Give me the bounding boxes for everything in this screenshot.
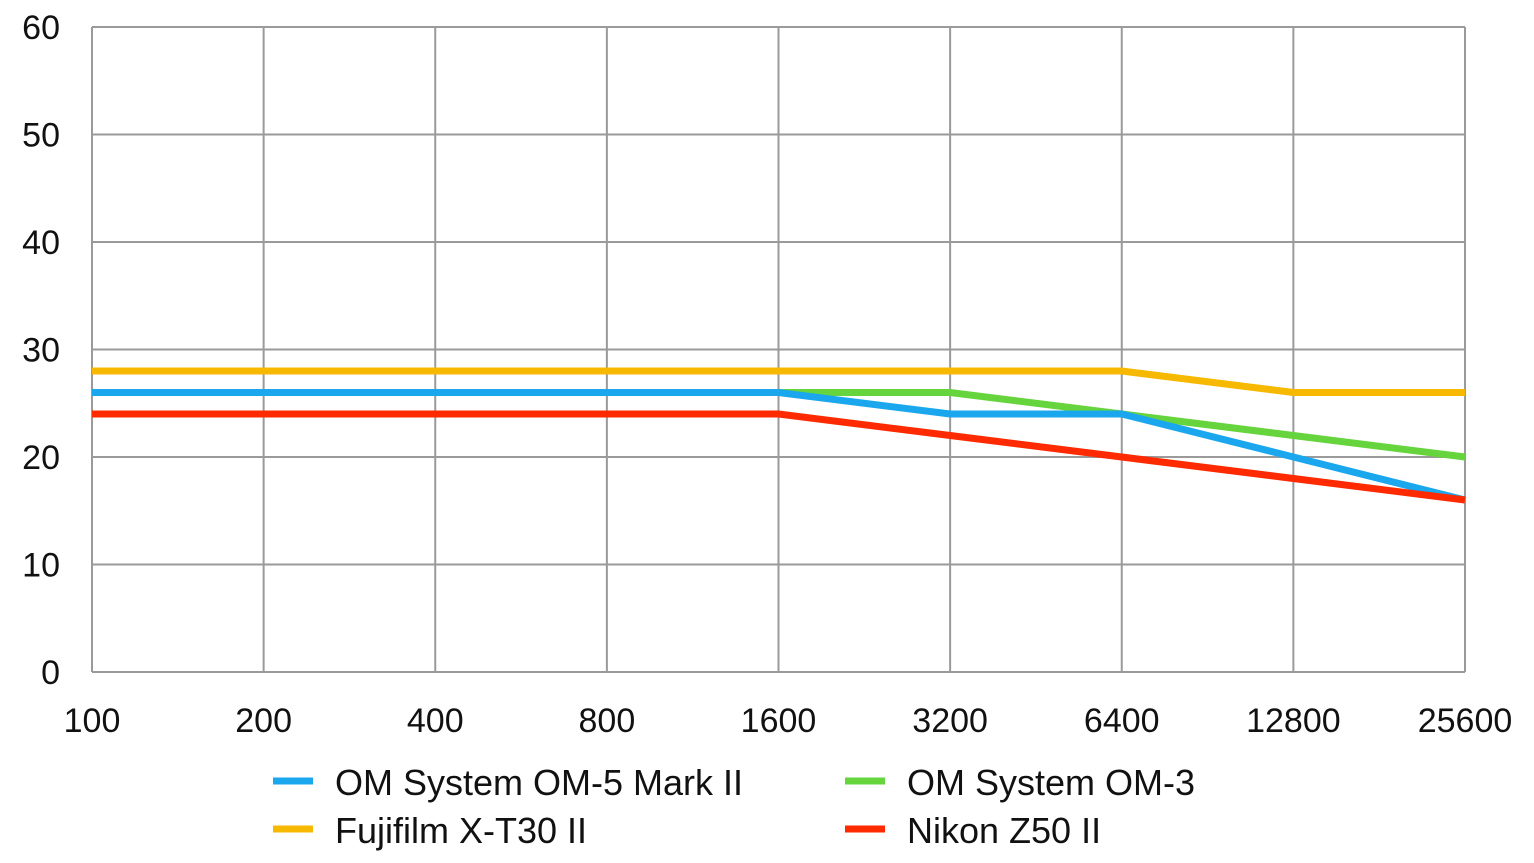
x-tick-label: 1600: [741, 702, 817, 740]
legend-label-2: Fujifilm X-T30 II: [335, 810, 587, 851]
grid: [91, 26, 1466, 673]
y-axis-ticks: 0 10 20 30 40 50 60: [22, 9, 60, 692]
x-tick-label: 200: [235, 702, 292, 740]
y-tick-label: 0: [41, 654, 60, 692]
legend: OM System OM-5 Mark II OM System OM-3 Fuji…: [273, 762, 1195, 851]
x-axis-ticks: 100 200 400 800 1600 3200 6400 12800 25600: [64, 702, 1513, 740]
legend-label-3: Nikon Z50 II: [907, 810, 1101, 851]
legend-label-1: OM System OM-3: [907, 762, 1195, 803]
y-tick-label: 30: [22, 332, 60, 370]
y-tick-label: 40: [22, 224, 60, 262]
x-tick-label: 100: [64, 702, 121, 740]
x-tick-label: 6400: [1084, 702, 1160, 740]
y-tick-label: 50: [22, 117, 60, 155]
series-lines: [92, 367, 1466, 504]
y-tick-label: 10: [22, 547, 60, 585]
series-line-2: [92, 367, 1465, 396]
legend-label-0: OM System OM-5 Mark II: [335, 762, 743, 803]
x-tick-label: 25600: [1418, 702, 1513, 740]
x-tick-label: 12800: [1246, 702, 1341, 740]
y-tick-label: 20: [22, 439, 60, 477]
y-tick-label: 60: [22, 9, 60, 47]
x-tick-label: 800: [579, 702, 636, 740]
x-tick-label: 3200: [912, 702, 988, 740]
series-line-3: [92, 410, 1466, 504]
x-tick-label: 400: [407, 702, 464, 740]
series-line-0: [92, 389, 1466, 504]
